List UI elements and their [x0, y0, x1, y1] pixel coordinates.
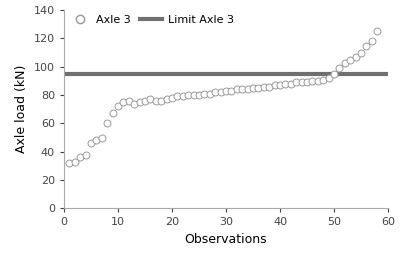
Point — [196, 93, 202, 97]
Point — [93, 138, 100, 142]
Point — [336, 66, 343, 70]
Point — [223, 89, 229, 93]
Point — [153, 99, 159, 103]
Point — [77, 155, 84, 159]
Point — [126, 99, 132, 103]
Point — [218, 90, 224, 94]
Point — [234, 87, 240, 91]
Point — [250, 86, 256, 90]
Point — [142, 99, 148, 103]
Point — [99, 135, 105, 139]
Point — [131, 102, 138, 106]
Point — [255, 86, 262, 90]
Point — [115, 104, 121, 108]
Point — [374, 29, 380, 34]
Point — [352, 55, 359, 59]
Point — [347, 58, 354, 62]
Point — [136, 100, 143, 104]
Point — [261, 85, 267, 89]
Point — [293, 80, 300, 84]
Point — [304, 80, 310, 84]
Point — [342, 60, 348, 65]
Point — [331, 72, 337, 76]
Point — [282, 82, 288, 86]
Point — [277, 83, 283, 87]
X-axis label: Observations: Observations — [185, 233, 267, 246]
Point — [358, 51, 364, 55]
Point — [109, 112, 116, 116]
Point — [180, 94, 186, 99]
Point — [174, 94, 181, 99]
Y-axis label: Axle load (kN): Axle load (kN) — [15, 65, 28, 153]
Point — [207, 92, 213, 96]
Point — [309, 79, 316, 83]
Point — [212, 90, 218, 94]
Point — [104, 121, 110, 125]
Point — [315, 79, 321, 83]
Point — [66, 161, 73, 165]
Point — [169, 96, 175, 100]
Point — [244, 87, 251, 91]
Point — [82, 152, 89, 156]
Point — [320, 77, 326, 82]
Point — [298, 80, 305, 84]
Point — [147, 97, 154, 101]
Point — [369, 39, 375, 43]
Point — [288, 82, 294, 86]
Point — [158, 99, 164, 103]
Point — [72, 160, 78, 164]
Point — [363, 43, 370, 47]
Point — [190, 93, 197, 97]
Point — [201, 92, 208, 96]
Point — [326, 76, 332, 80]
Legend: Axle 3, Limit Axle 3: Axle 3, Limit Axle 3 — [66, 12, 236, 27]
Point — [239, 87, 246, 91]
Point — [272, 83, 278, 87]
Point — [120, 100, 126, 104]
Point — [88, 141, 94, 145]
Point — [164, 97, 170, 101]
Point — [228, 89, 234, 93]
Point — [266, 85, 272, 89]
Point — [185, 93, 191, 97]
